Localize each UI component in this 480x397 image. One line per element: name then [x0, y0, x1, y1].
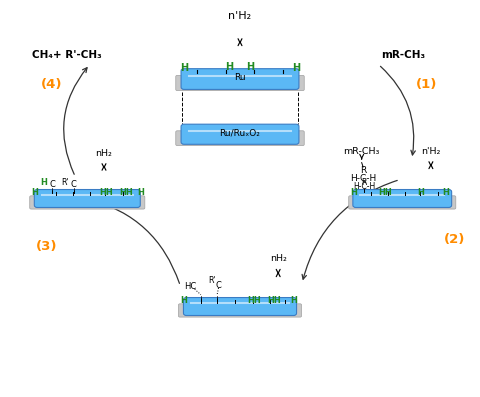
- FancyBboxPatch shape: [176, 131, 304, 146]
- Text: mR-CH₃: mR-CH₃: [344, 147, 380, 156]
- Text: nH₂: nH₂: [96, 149, 112, 158]
- Text: (4): (4): [41, 78, 62, 91]
- FancyBboxPatch shape: [348, 196, 456, 209]
- Text: CH₄+ R'-CH₃: CH₄+ R'-CH₃: [33, 50, 102, 60]
- Text: HH: HH: [120, 188, 133, 197]
- Text: (2): (2): [444, 233, 466, 247]
- Text: H: H: [137, 189, 144, 197]
- Text: mR-CH₃: mR-CH₃: [381, 50, 425, 60]
- FancyBboxPatch shape: [176, 75, 304, 91]
- FancyBboxPatch shape: [183, 297, 297, 316]
- Text: H: H: [443, 189, 450, 197]
- Text: HH: HH: [248, 296, 261, 305]
- Text: H: H: [180, 63, 188, 73]
- Text: H: H: [31, 189, 38, 197]
- Text: H: H: [350, 189, 357, 197]
- FancyArrowPatch shape: [381, 66, 415, 155]
- Text: H-C-H: H-C-H: [350, 173, 376, 183]
- Text: H: H: [417, 188, 424, 197]
- Text: nH₂: nH₂: [270, 254, 287, 263]
- FancyArrowPatch shape: [302, 180, 397, 279]
- FancyArrowPatch shape: [64, 68, 87, 174]
- Text: (1): (1): [415, 78, 437, 91]
- Text: HH: HH: [99, 188, 113, 197]
- FancyBboxPatch shape: [179, 304, 301, 317]
- FancyBboxPatch shape: [181, 124, 299, 144]
- Text: HH: HH: [267, 296, 281, 305]
- Text: Ru: Ru: [234, 73, 246, 82]
- Text: C: C: [216, 281, 221, 290]
- Text: R: R: [360, 166, 366, 175]
- Text: R': R': [208, 276, 216, 285]
- FancyArrowPatch shape: [89, 198, 180, 283]
- Text: H: H: [246, 62, 254, 72]
- Text: n'H₂: n'H₂: [421, 147, 441, 156]
- Text: H: H: [180, 297, 187, 306]
- Text: H-C-H: H-C-H: [353, 182, 375, 191]
- FancyBboxPatch shape: [34, 189, 140, 208]
- Text: Ru/RuₓO₂: Ru/RuₓO₂: [219, 128, 261, 137]
- Text: HH: HH: [379, 188, 393, 197]
- Text: H: H: [292, 63, 300, 73]
- Text: R': R': [61, 178, 69, 187]
- Text: n'H₂: n'H₂: [228, 11, 252, 21]
- FancyBboxPatch shape: [30, 196, 145, 209]
- Text: H: H: [40, 178, 47, 187]
- Text: H: H: [290, 297, 297, 306]
- Text: (3): (3): [36, 240, 58, 253]
- FancyBboxPatch shape: [181, 69, 299, 89]
- Text: HC: HC: [184, 281, 196, 291]
- Text: C: C: [71, 180, 77, 189]
- Text: H: H: [226, 62, 234, 72]
- Text: C: C: [49, 180, 55, 189]
- Text: R: R: [361, 178, 367, 187]
- FancyBboxPatch shape: [353, 189, 452, 208]
